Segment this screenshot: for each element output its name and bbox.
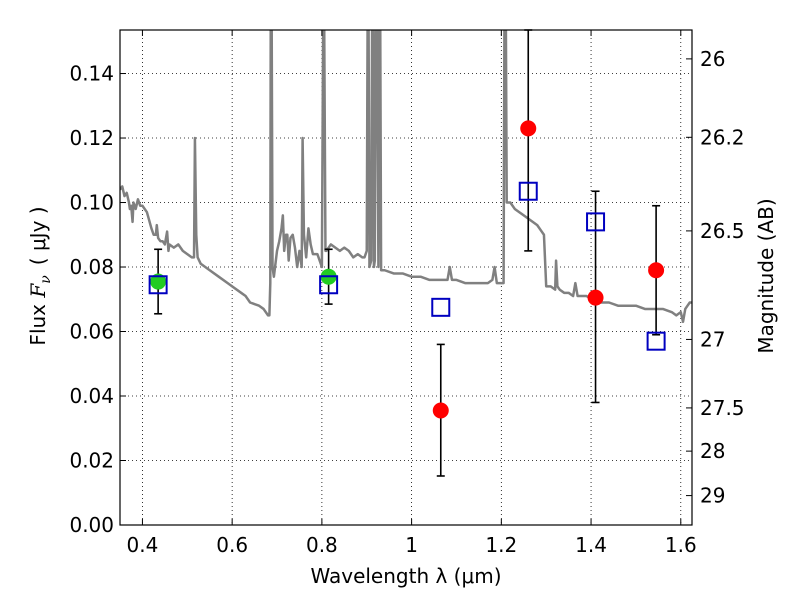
model-square-1 xyxy=(319,275,339,295)
model-square-3 xyxy=(518,181,538,201)
right-tick-label-2: 26.5 xyxy=(700,219,745,243)
spectrum-line xyxy=(120,30,692,324)
right-tick-label-1: 26.2 xyxy=(700,125,745,149)
data-point-2-1 xyxy=(520,120,537,137)
right-tick-label-6: 29 xyxy=(700,484,725,508)
x-tick-label-6: 1.6 xyxy=(665,533,697,557)
model-spectrum-series xyxy=(120,30,692,324)
right-tick-label-0: 26 xyxy=(700,47,725,71)
x-tick-label-0: 0.4 xyxy=(127,533,159,557)
right-tick-label-5: 28 xyxy=(700,439,725,463)
axis-ticks: 0.4 0.6 0.8 1 1.2 1.4 1.6 0.00 0.02 0.04 0.06 0.08 0… xyxy=(69,30,745,557)
right-tick-label-4: 27.5 xyxy=(700,396,745,420)
plot-frame xyxy=(119,29,693,526)
y-tick-label-6: 0.12 xyxy=(69,126,114,150)
x-tick-label-3: 1 xyxy=(405,533,418,557)
y-axis-label-left: Flux Fν ( μJy ) xyxy=(26,206,54,345)
y-tick-label-5: 0.10 xyxy=(69,191,114,215)
y-axis-label-unit: ( μJy ) xyxy=(26,206,50,265)
y-axis-label-sub: ν xyxy=(38,275,54,284)
y-tick-label-1: 0.02 xyxy=(69,449,114,473)
model-square-5 xyxy=(646,331,666,351)
model-square-2 xyxy=(431,297,451,317)
data-point-2-0 xyxy=(432,402,449,419)
y-axis-label-prefix: Flux xyxy=(26,298,50,346)
x-tick-label-5: 1.4 xyxy=(575,533,607,557)
x-tick-label-2: 0.8 xyxy=(306,533,338,557)
data-markers xyxy=(148,120,666,419)
y-axis-label-right: Magnitude (AB) xyxy=(754,198,778,353)
x-tick-label-4: 1.2 xyxy=(485,533,517,557)
y-tick-label-2: 0.04 xyxy=(69,384,114,408)
axes-frame xyxy=(119,29,693,526)
y-axis-label-var: F xyxy=(26,283,50,299)
data-point-2-2 xyxy=(587,289,604,306)
y-tick-label-3: 0.06 xyxy=(69,320,114,344)
right-tick-label-3: 27 xyxy=(700,327,725,351)
x-axis-label: Wavelength λ (μm) xyxy=(310,564,501,588)
model-square-0 xyxy=(148,275,168,295)
y-tick-label-0: 0.00 xyxy=(69,513,114,537)
error-bars xyxy=(154,29,661,477)
data-point-2-3 xyxy=(648,262,665,279)
grid-lines xyxy=(120,30,692,526)
y-tick-label-4: 0.08 xyxy=(69,255,114,279)
y-tick-label-7: 0.14 xyxy=(69,62,114,86)
model-square-4 xyxy=(586,212,606,232)
x-tick-label-1: 0.6 xyxy=(216,533,248,557)
